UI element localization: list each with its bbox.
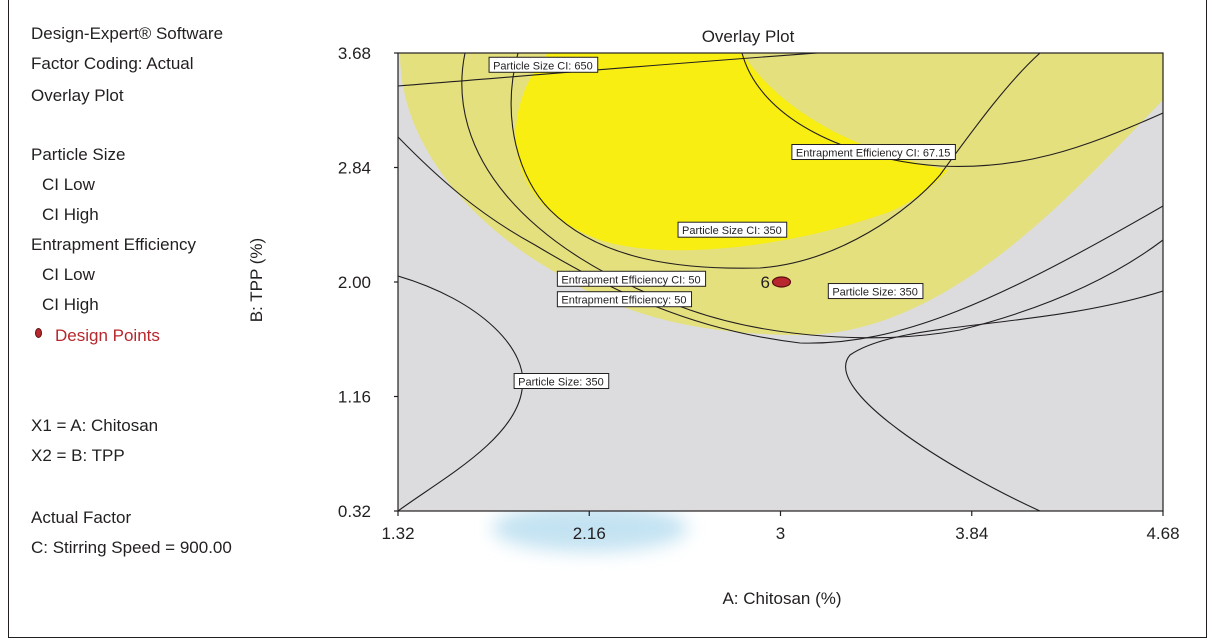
x1-definition: X1 = A: Chitosan — [31, 416, 159, 435]
design-points-legend: Design Points — [55, 326, 160, 345]
plot-area — [398, 53, 1163, 511]
contour-particle-size-350-right — [845, 290, 1163, 511]
design-point-legend-icon — [35, 328, 42, 338]
optimal-region — [515, 53, 948, 251]
design-point-marker — [771, 276, 792, 288]
contour-label-box — [556, 291, 693, 308]
chart-title: Overlay Plot — [702, 27, 795, 46]
y-tick-label: 3.68 — [338, 44, 371, 63]
x-axis-label: A: Chitosan (%) — [722, 589, 841, 608]
contour-label-text: Particle Size: 350 — [518, 377, 604, 389]
contour-label-box — [827, 283, 924, 300]
design-points: 6 — [761, 273, 792, 292]
actual-factor-title: Actual Factor — [31, 508, 132, 527]
contour-particle-size-ci-650 — [398, 53, 825, 87]
particle-size-ci-high: CI High — [42, 205, 99, 224]
x-axis: 1.32 2.16 3 3.84 4.68 — [381, 511, 1180, 543]
contour-label-box — [513, 373, 610, 390]
contour-label-box — [677, 221, 788, 238]
contour-label: Particle Size CI: 350 — [677, 221, 788, 238]
x-tick-label: 1.32 — [381, 524, 414, 543]
entrapment-ci-high: CI High — [42, 295, 99, 314]
contour-label-text: Particle Size CI: 650 — [493, 60, 593, 72]
contour-entrapment-ci-50 — [461, 53, 1163, 339]
software-name: Design-Expert® Software — [31, 24, 224, 43]
contour-label: Entrapment Efficiency: 50 — [556, 291, 693, 308]
contour-entrapment-efficiency-50 — [398, 136, 1163, 344]
x2-definition: X2 = B: TPP — [31, 446, 125, 465]
actual-factor-value: C: Stirring Speed = 900.00 — [31, 538, 232, 557]
contour-labels: Particle Size CI: 650 Entrapment Efficien… — [488, 56, 956, 390]
contour-label-box — [488, 56, 599, 73]
contour-label: Particle Size: 350 — [827, 283, 924, 300]
plot-kind: Overlay Plot — [31, 86, 124, 105]
contour-label-text: Particle Size: 350 — [832, 287, 918, 299]
contour-label-box — [556, 270, 707, 287]
contour-label-text: Entrapment Efficiency: 50 — [561, 295, 686, 307]
contour-label-text: Entrapment Efficiency CI: 67.15 — [796, 148, 951, 160]
y-tick-label: 2.84 — [338, 159, 371, 178]
contour-label: Entrapment Efficiency CI: 67.15 — [791, 144, 956, 161]
y-tick-label: 1.16 — [338, 388, 371, 407]
factor-coding: Factor Coding: Actual — [31, 54, 194, 73]
contour-label: Particle Size: 350 — [513, 373, 610, 390]
contour-label-box — [791, 144, 956, 161]
entrapment-ci-low: CI Low — [42, 265, 95, 284]
blur-smudge — [492, 504, 688, 552]
design-point-label: 6 — [761, 273, 770, 292]
contour-label-text: Particle Size CI: 350 — [682, 225, 782, 237]
contour-label: Entrapment Efficiency CI: 50 — [556, 270, 707, 287]
contour-particle-size-ci-350 — [510, 53, 1041, 269]
x-tick-label: 2.16 — [573, 524, 606, 543]
response-entrapment-efficiency: Entrapment Efficiency — [31, 235, 197, 254]
y-axis: 0.32 1.16 2.00 2.84 3.68 — [338, 44, 398, 521]
particle-size-ci-low: CI Low — [42, 175, 95, 194]
x-tick-label: 3 — [776, 524, 785, 543]
response-particle-size: Particle Size — [31, 145, 126, 164]
contour-label: Particle Size CI: 650 — [488, 56, 599, 73]
x-tick-label: 4.68 — [1146, 524, 1179, 543]
contour-particle-size-350-left — [398, 275, 524, 511]
contour-entrapment-ci-67 — [741, 53, 1163, 168]
contour-label-text: Entrapment Efficiency CI: 50 — [561, 274, 700, 286]
x-tick-label: 3.84 — [955, 524, 988, 543]
y-axis-label: B: TPP (%) — [247, 238, 266, 322]
y-tick-label: 2.00 — [338, 273, 371, 292]
y-tick-label: 0.32 — [338, 502, 371, 521]
